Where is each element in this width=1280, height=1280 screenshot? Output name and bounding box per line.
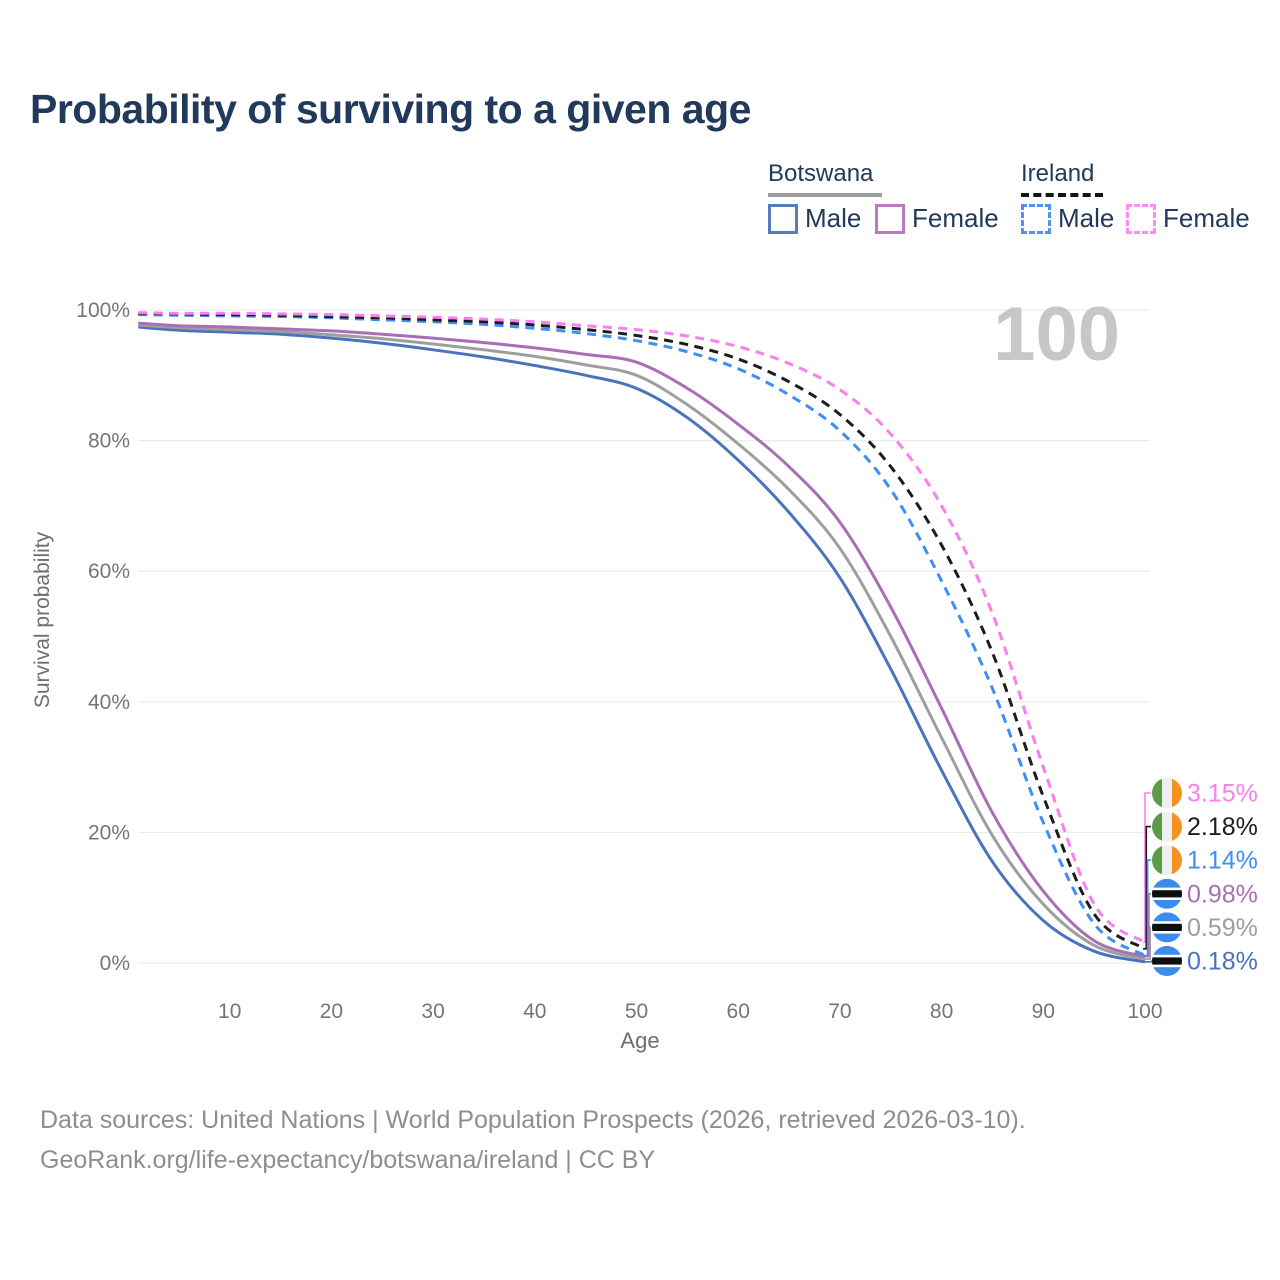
- botswana-flag-icon: [1152, 878, 1182, 909]
- legend-item-botswana-male[interactable]: Male: [768, 203, 861, 234]
- legend-item-label: Male: [1058, 203, 1115, 233]
- y-tick-label: 20%: [88, 821, 130, 844]
- ireland-flag-icon: [1152, 778, 1182, 808]
- end-label-connector: [1143, 893, 1151, 958]
- x-tick-label: 50: [625, 1000, 648, 1023]
- y-axis-title: Survival probability: [31, 531, 54, 709]
- legend-item-botswana-female[interactable]: Female: [875, 203, 999, 234]
- end-label-value: 1.14%: [1187, 847, 1258, 875]
- x-tick-label: 10: [218, 1000, 241, 1023]
- x-tick-label: 80: [930, 1000, 953, 1023]
- ireland-flag-icon: [1152, 811, 1182, 842]
- attribution-line: GeoRank.org/life-expectancy/botswana/ire…: [40, 1146, 656, 1174]
- x-tick-label: 100: [1127, 1000, 1162, 1023]
- legend-group-ireland: Ireland: [1021, 160, 1095, 187]
- botswana-male-swatch-icon: [768, 203, 798, 234]
- end-label-connector: [1143, 926, 1151, 960]
- ireland-male-swatch-icon: [1021, 203, 1051, 234]
- x-tick-label: 70: [828, 1000, 851, 1023]
- y-tick-label: 60%: [88, 560, 130, 583]
- y-tick-label: 80%: [88, 430, 130, 453]
- end-label-value: 3.15%: [1187, 780, 1258, 808]
- ireland-line-style-sample: [1021, 193, 1103, 197]
- x-tick-label: 40: [523, 1000, 546, 1023]
- legend-item-label: Female: [912, 203, 999, 233]
- end-label-value: 0.59%: [1187, 914, 1258, 942]
- ireland-female-swatch-icon: [1126, 203, 1156, 234]
- y-tick-label: 100%: [76, 299, 130, 322]
- end-label-value: 0.18%: [1187, 948, 1258, 976]
- data-sources-line: Data sources: United Nations | World Pop…: [40, 1106, 1026, 1134]
- x-tick-label: 60: [727, 1000, 750, 1023]
- legend-item-ireland-female[interactable]: Female: [1126, 203, 1250, 234]
- survival-curve-ireland-female: [138, 311, 1146, 944]
- x-tick-label: 30: [421, 1000, 444, 1023]
- survival-curve-ireland-both: [138, 311, 1146, 951]
- legend-item-ireland-male[interactable]: Male: [1021, 203, 1114, 234]
- ireland-flag-icon: [1152, 845, 1182, 876]
- botswana-flag-icon: [1152, 912, 1182, 943]
- survival-curve-ireland-male: [138, 313, 1146, 957]
- botswana-female-swatch-icon: [875, 203, 905, 234]
- survival-curve-botswana-both: [138, 323, 1146, 961]
- survival-curve-botswana-male: [138, 325, 1146, 964]
- end-label-connector: [1143, 792, 1151, 944]
- y-tick-label: 40%: [88, 691, 130, 714]
- y-tick-label: 0%: [100, 952, 130, 975]
- botswana-flag-icon: [1152, 946, 1182, 976]
- survival-curve-botswana-female: [138, 321, 1146, 959]
- end-label-connector: [1143, 960, 1153, 963]
- end-label-connector: [1143, 825, 1151, 950]
- end-label-value: 2.18%: [1187, 813, 1258, 841]
- legend-item-label: Male: [805, 203, 862, 233]
- page-title: Probability of surviving to a given age: [30, 86, 751, 132]
- legend-group-botswana: Botswana: [768, 160, 874, 187]
- hover-age-value: 100: [993, 292, 1120, 377]
- end-label-connector: [1143, 859, 1151, 957]
- legend-item-label: Female: [1163, 203, 1250, 233]
- botswana-line-style-sample: [768, 193, 882, 197]
- x-axis-title: Age: [620, 1028, 660, 1053]
- x-tick-label: 90: [1032, 1000, 1055, 1023]
- end-label-value: 0.98%: [1187, 880, 1258, 908]
- x-tick-label: 20: [320, 1000, 343, 1023]
